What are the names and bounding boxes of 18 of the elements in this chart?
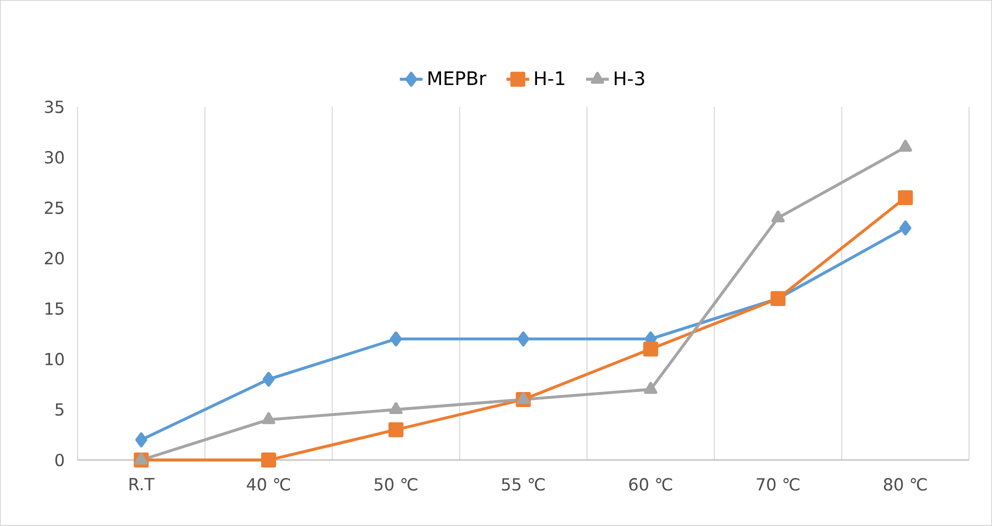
legend-label: H-1 (535, 72, 564, 86)
legend-label: MEPBr (428, 72, 486, 86)
x-tick-label: 55 ℃ (502, 478, 545, 491)
y-tick-label: 35 (44, 100, 64, 114)
x-tick-label: 60 ℃ (629, 478, 672, 491)
legend-label: H-3 (614, 72, 644, 86)
x-tick-label: 50 ℃ (374, 478, 418, 491)
y-tick-label: 5 (56, 404, 64, 416)
y-tick-label: 10 (46, 353, 64, 366)
y-tick-label: 15 (46, 302, 64, 316)
x-tick-label: R.T (130, 478, 155, 490)
y-tick-label: 0 (55, 454, 64, 467)
y-tick-label: 25 (44, 202, 64, 214)
x-tick-label: 40 ℃ (246, 478, 290, 491)
y-tick-label: 30 (44, 151, 64, 164)
y-tick-label: 20 (44, 252, 64, 265)
x-tick-label: 70 ℃ (756, 478, 800, 491)
x-tick-label: 80 ℃ (884, 478, 927, 491)
